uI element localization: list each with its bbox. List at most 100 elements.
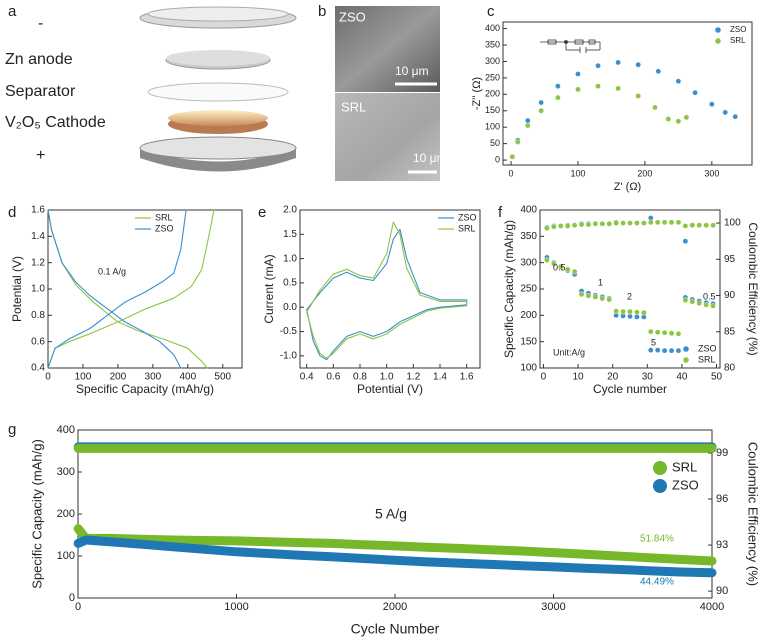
point <box>538 107 544 114</box>
y-tick-label: 250 <box>485 72 500 82</box>
x-tick-label: 0 <box>75 601 81 613</box>
x-tick-label: 1.4 <box>433 372 447 383</box>
point <box>606 296 613 303</box>
plot-frame <box>502 21 753 166</box>
x-tick-label: 2000 <box>383 601 407 613</box>
point <box>675 330 682 337</box>
point <box>571 268 578 275</box>
x-axis-label: Z' (Ω) <box>614 181 641 193</box>
annotation: 1 <box>598 277 603 287</box>
point <box>524 122 531 129</box>
point <box>661 347 668 354</box>
x-tick-label: 200 <box>110 372 127 383</box>
plot-frame <box>539 209 721 369</box>
point <box>544 225 550 231</box>
y-axis-label: Specific Capacity (mAh/g) <box>502 220 516 358</box>
y-tick-label: 0.0 <box>283 302 297 313</box>
point <box>575 86 581 93</box>
y-tick-label: 250 <box>520 284 537 295</box>
x-tick-label: 0.4 <box>300 372 314 383</box>
legend-marker <box>653 461 667 475</box>
point <box>641 220 647 226</box>
legend-label: SRL <box>155 212 173 222</box>
y2-tick-label: 80 <box>724 363 736 374</box>
point <box>551 223 557 230</box>
y-tick-label: 1.6 <box>31 205 45 216</box>
point <box>710 222 716 229</box>
point <box>689 222 696 229</box>
point <box>620 308 626 315</box>
y-tick-label: 2.0 <box>283 205 297 216</box>
point <box>696 300 703 307</box>
series-line <box>47 209 215 369</box>
point <box>578 221 585 228</box>
panel-label: g <box>8 421 16 438</box>
y-tick-label: 350 <box>520 231 537 242</box>
y-tick-label: 50 <box>490 138 500 148</box>
y-axis-label: Current (mA) <box>262 254 276 323</box>
point <box>606 220 613 227</box>
legend-label: ZSO <box>698 343 717 353</box>
point <box>722 109 729 116</box>
annotation: 5 <box>651 337 656 347</box>
annotation: Unit:A/g <box>553 347 585 357</box>
x-tick-label: 1.0 <box>380 372 394 383</box>
point <box>668 347 675 354</box>
y-tick-label: 200 <box>485 89 500 99</box>
y-tick-label: 0 <box>495 154 500 164</box>
annotation: 0.1 A/g <box>98 266 126 276</box>
point <box>732 113 739 120</box>
plot-frame <box>299 209 481 369</box>
legend-marker <box>715 27 721 33</box>
sem-label: ZSO <box>339 9 366 24</box>
y-axis-label: Potential (V) <box>10 256 24 322</box>
y-tick-label: 300 <box>57 466 75 478</box>
x-tick-label: 40 <box>676 372 688 383</box>
x-tick-label: 0 <box>541 372 547 383</box>
y-tick-label: 0.4 <box>31 363 45 374</box>
point <box>710 303 716 309</box>
series-line <box>73 524 717 566</box>
y2-tick-label: 99 <box>716 447 728 459</box>
x-tick-label: 30 <box>642 372 654 383</box>
y-tick-label: 300 <box>520 257 537 268</box>
y-axis-label: -Z'' (Ω) <box>471 77 483 110</box>
y-tick-label: 100 <box>57 550 75 562</box>
y2-tick-label: 100 <box>724 218 741 229</box>
y-tick-label: 100 <box>485 122 500 132</box>
series-line <box>73 535 717 578</box>
point <box>668 219 675 226</box>
y-tick-label: 100 <box>520 363 537 374</box>
point <box>592 220 599 227</box>
panel-label: f <box>498 204 503 221</box>
point <box>595 83 601 89</box>
point <box>654 219 661 226</box>
x-tick-label: 300 <box>704 168 719 178</box>
legend-marker <box>715 38 721 44</box>
point <box>654 329 661 335</box>
point <box>682 297 689 303</box>
y-tick-label: 400 <box>520 205 537 216</box>
point <box>675 78 682 84</box>
y-tick-label: 0.5 <box>283 278 297 289</box>
y2-axis-label: Coulombic Efficiency (%) <box>746 222 760 355</box>
x-tick-label: 1000 <box>224 601 248 613</box>
point <box>544 257 550 263</box>
battery-label: - <box>38 15 43 32</box>
point <box>635 61 642 68</box>
point <box>514 139 521 145</box>
y-tick-label: 1.4 <box>31 231 45 242</box>
point <box>595 62 601 69</box>
sem-image <box>335 93 440 181</box>
legend-label: SRL <box>698 354 716 364</box>
battery-exploded <box>139 6 297 172</box>
battery-label: Zn anode <box>5 51 73 68</box>
y2-tick-label: 96 <box>716 493 728 505</box>
circuit-inset <box>540 39 601 53</box>
y-tick-label: 200 <box>57 508 75 520</box>
x-tick-label: 0 <box>509 168 514 178</box>
point <box>675 118 682 125</box>
point <box>682 223 689 229</box>
x-axis-label: Cycle Number <box>351 621 440 637</box>
